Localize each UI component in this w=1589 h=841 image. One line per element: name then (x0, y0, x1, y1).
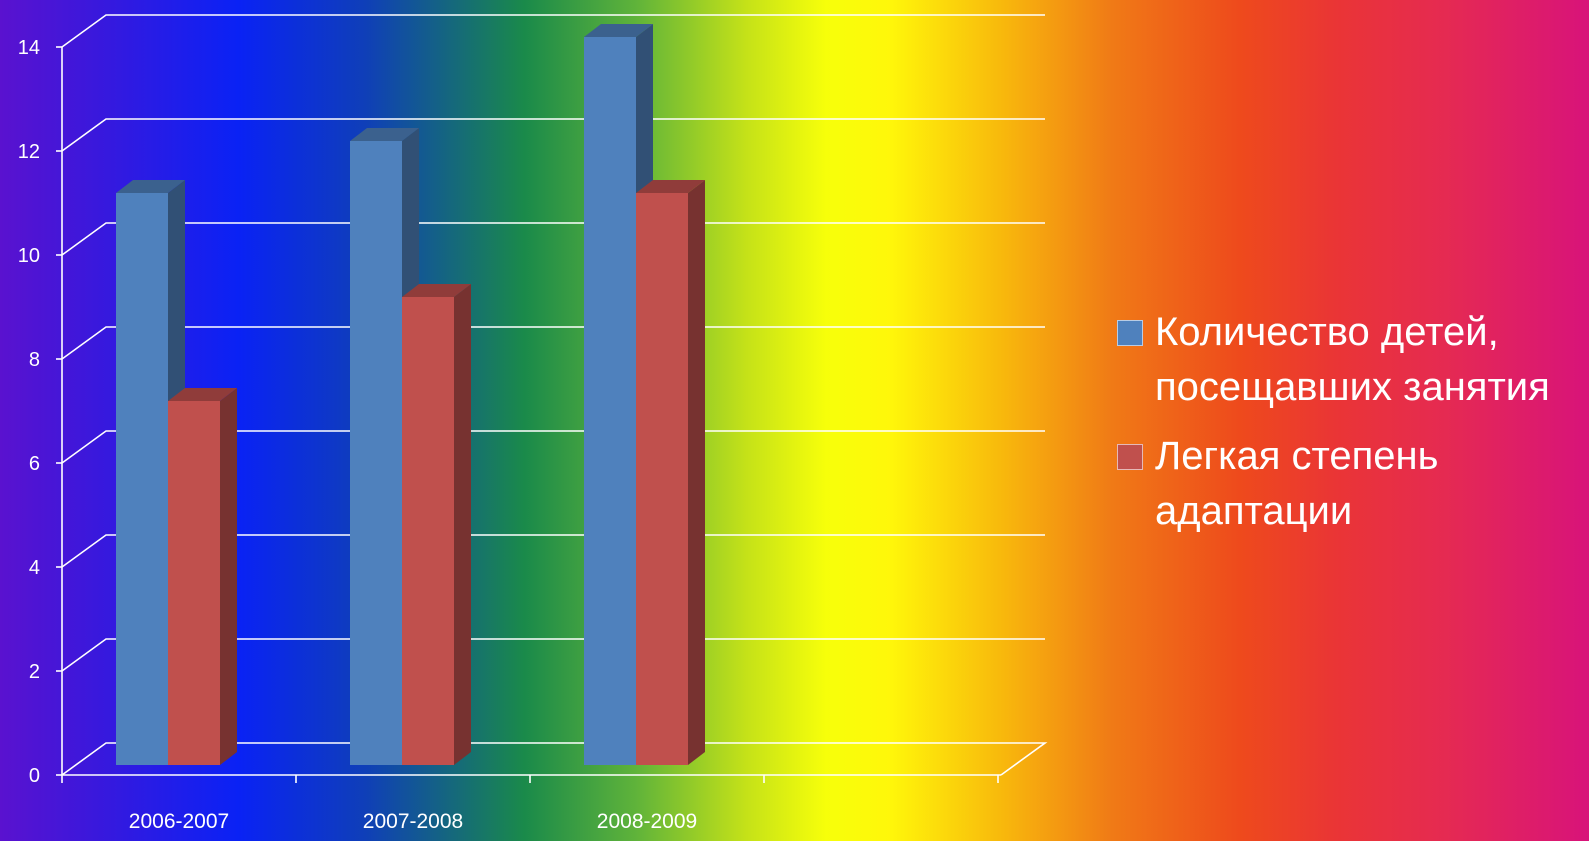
bars (116, 24, 705, 765)
y-tick-label: 2 (29, 661, 40, 683)
bar-2008-2009-series-2 (636, 180, 705, 765)
gridline (61, 118, 1045, 152)
gridline (61, 222, 1045, 256)
legend-item-series-2: Легкая степень адаптации (1117, 429, 1587, 539)
legend-label-series-1: Количество детей, посещавших занятия (1155, 310, 1550, 409)
y-tick-label: 8 (29, 349, 40, 371)
bar-2007-2008-series-2 (402, 284, 471, 765)
y-tick-label: 12 (18, 141, 40, 163)
legend-swatch-series-1 (1117, 320, 1143, 346)
gridline (61, 638, 1045, 672)
y-tick-label: 14 (18, 37, 40, 59)
legend-item-series-1: Количество детей, посещавших занятия (1117, 305, 1587, 415)
y-tick-label: 4 (29, 557, 40, 579)
gridline (61, 534, 1045, 568)
gridline (61, 14, 1045, 48)
x-tick-label: 2008-2009 (597, 810, 697, 833)
axis-labels: 0 2 4 6 8 10 12 14 2006-2007 2007-2008 2008-2009 (18, 37, 697, 833)
y-tick-label: 10 (18, 245, 40, 267)
x-tick-label: 2006-2007 (129, 810, 229, 833)
axes (56, 46, 1001, 783)
gridline (61, 742, 1048, 776)
y-tick-label: 6 (29, 453, 40, 475)
y-tick-label: 0 (29, 765, 40, 787)
gridlines (61, 14, 1048, 776)
legend-label-series-2: Легкая степень адаптации (1155, 434, 1439, 533)
gridline (61, 430, 1045, 464)
gridline (61, 326, 1045, 360)
legend: Количество детей, посещавших занятия Лег… (1117, 305, 1587, 553)
legend-swatch-series-2 (1117, 444, 1143, 470)
x-tick-label: 2007-2008 (363, 810, 463, 833)
bar-2006-2007-series-2 (168, 388, 237, 765)
